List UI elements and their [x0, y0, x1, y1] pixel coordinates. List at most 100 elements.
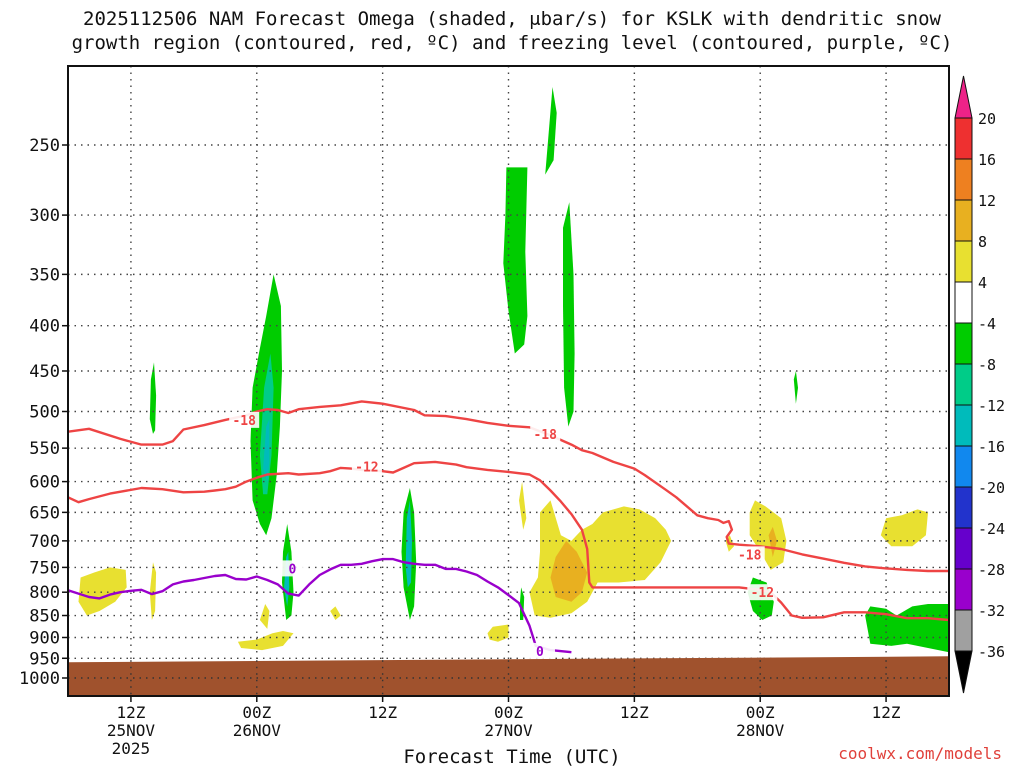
- contour-label-background: [734, 546, 765, 563]
- colorbar-tick-label: -12: [978, 397, 1005, 415]
- omega-shaded-region: [768, 526, 777, 557]
- x-tick-date-label: 28NOV: [736, 721, 785, 740]
- contour-line: [68, 557, 572, 654]
- colorbar-top-arrow: [954, 75, 973, 119]
- y-tick-label: 250: [29, 136, 60, 156]
- contour-label-background: [524, 642, 555, 659]
- contour-label: -18: [738, 548, 762, 563]
- colorbar-band: [954, 486, 973, 529]
- colorbar-tick-label: 16: [978, 151, 996, 169]
- colorbar-tick-label: 12: [978, 192, 996, 210]
- contour-label-background: [229, 411, 260, 428]
- colorbar: -36 -32 -28 -24 -20 -16 -12 -8 -4 4 8 12 16 20: [954, 75, 1005, 694]
- x-tick-label: 12Z: [872, 703, 901, 722]
- omega-shaded-region: [487, 624, 509, 642]
- colorbar-tick-label: -36: [978, 643, 1005, 661]
- y-tick-label: 350: [29, 265, 60, 285]
- omega-shaded-region: [237, 631, 294, 651]
- x-tick-label: 12Z: [116, 703, 145, 722]
- omega-shaded-region: [865, 604, 949, 653]
- x-tick-label: 00Z: [242, 703, 271, 722]
- colorbar-band: [954, 281, 973, 324]
- colorbar-band: [954, 527, 973, 570]
- y-tick-label: 950: [29, 649, 60, 669]
- omega-shaded-region: [263, 419, 270, 482]
- contour-label: -12: [355, 461, 378, 476]
- x-tick-label: 12Z: [620, 703, 649, 722]
- x-tick-date-label: 26NOV: [233, 721, 282, 740]
- contour-line: [68, 400, 949, 573]
- y-tick-label: 400: [29, 317, 60, 337]
- colorbar-bottom-arrow: [954, 650, 973, 694]
- contour-label-background: [747, 584, 778, 601]
- contour-label: -18: [533, 428, 557, 443]
- chart-title-line-2: growth region (contoured, red, ºC) and f…: [71, 32, 953, 54]
- omega-shaded-region: [749, 500, 787, 570]
- colorbar-tick-label: -28: [978, 561, 1005, 579]
- omega-shaded-region: [880, 509, 928, 547]
- contour-label-background: [530, 425, 561, 442]
- y-tick-label: 900: [29, 628, 60, 648]
- colorbar-tick-label: 4: [978, 274, 987, 292]
- colorbar-band: [954, 568, 973, 611]
- y-tick-label: 700: [29, 532, 60, 552]
- contour-label: 0: [536, 645, 544, 660]
- colorbar-tick-label: -20: [978, 479, 1005, 497]
- omega-shaded-region: [149, 562, 157, 620]
- x-tick-label: 00Z: [494, 703, 523, 722]
- colorbar-tick-label: -32: [978, 602, 1005, 620]
- y-tick-label: 450: [29, 362, 60, 382]
- colorbar-tick-label: 8: [978, 233, 987, 251]
- colorbar-tick-label: 20: [978, 110, 996, 128]
- omega-shaded-region: [563, 202, 575, 427]
- omega-shaded-region: [519, 481, 527, 530]
- omega-shaded-region: [330, 606, 341, 620]
- y-tick-label: 650: [29, 503, 60, 523]
- y-tick-label: 750: [29, 558, 60, 578]
- colorbar-tick-label: -24: [978, 520, 1005, 538]
- colorbar-band: [954, 322, 973, 365]
- colorbar-band: [954, 363, 973, 406]
- colorbar-band: [954, 240, 973, 283]
- colorbar-band: [954, 445, 973, 488]
- colorbar-band: [954, 117, 973, 160]
- colorbar-tick-label: -16: [978, 438, 1005, 456]
- omega-shaded-region: [503, 167, 528, 354]
- omega-shaded-region: [259, 353, 274, 495]
- x-tick-label: 12Z: [368, 703, 397, 722]
- x-tick-date-label: 25NOV: [107, 721, 156, 740]
- contour-label: 0: [289, 562, 297, 577]
- colorbar-tick-label: -8: [978, 356, 996, 374]
- omega-shaded-region: [529, 500, 672, 618]
- omega-shaded-region: [78, 567, 127, 616]
- omega-shaded-region: [405, 500, 412, 588]
- chart-title-line-1: 2025112506 NAM Forecast Omega (shaded, μ…: [83, 8, 941, 30]
- x-tick-year-label: 2025: [112, 739, 151, 758]
- credit-text: coolwx.com/models: [838, 744, 1002, 763]
- y-tick-label: 850: [29, 607, 60, 627]
- contour-label: -12: [751, 586, 774, 601]
- colorbar-band: [954, 404, 973, 447]
- colorbar-band: [954, 158, 973, 201]
- plot-frame: [67, 65, 950, 697]
- contour-label: -18: [232, 414, 256, 429]
- contour-label-background: [351, 458, 382, 475]
- terrain-below-ground: [68, 656, 949, 696]
- omega-shaded-region: [793, 371, 798, 404]
- omega-shaded-region: [259, 604, 270, 629]
- x-tick-date-label: 27NOV: [484, 721, 533, 740]
- omega-shaded-region: [545, 87, 557, 175]
- omega-shaded-region: [149, 362, 157, 434]
- x-axis-label: Forecast Time (UTC): [403, 746, 621, 768]
- y-tick-label: 800: [29, 583, 60, 603]
- colorbar-band: [954, 609, 973, 652]
- y-tick-label: 500: [29, 403, 60, 423]
- contour-label-background: [277, 560, 308, 577]
- x-tick-label: 00Z: [746, 703, 775, 722]
- colorbar-tick-label: -4: [978, 315, 996, 333]
- omega-shaded-region: [550, 540, 588, 602]
- y-tick-label: 600: [29, 473, 60, 493]
- y-tick-label: 300: [29, 206, 60, 226]
- y-tick-label: 550: [29, 439, 60, 459]
